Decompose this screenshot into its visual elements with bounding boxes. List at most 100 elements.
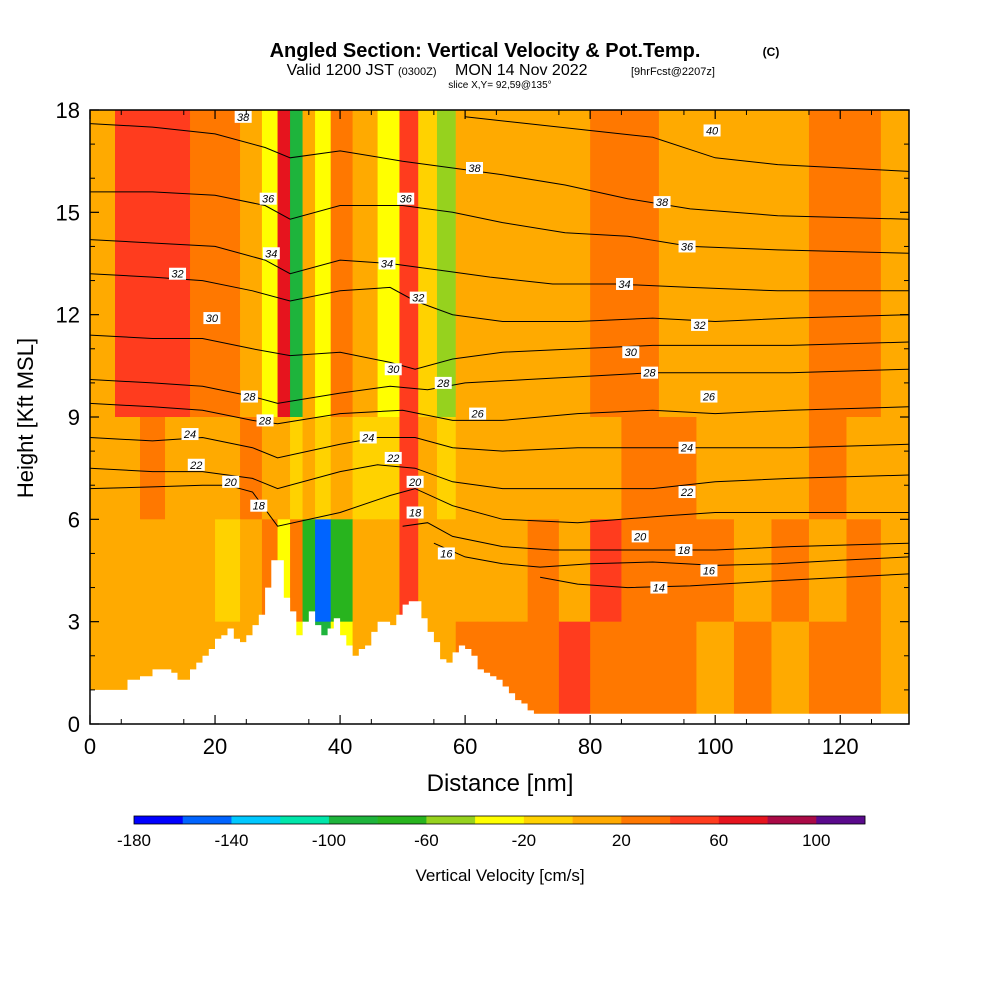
- contour-label: 28: [258, 415, 272, 427]
- contour-label: 18: [253, 501, 266, 513]
- velocity-cell: [558, 621, 591, 724]
- contour-label: 18: [409, 508, 422, 520]
- velocity-cell: [527, 417, 560, 520]
- contour-label: 32: [412, 293, 424, 305]
- vertical-velocity-field: [90, 110, 909, 724]
- velocity-cell: [658, 519, 698, 623]
- y-tick-label: 9: [68, 405, 80, 430]
- velocity-cell: [502, 417, 529, 520]
- x-axis: 0 20 40 60 80 100 120: [84, 110, 872, 759]
- contour-label: 24: [361, 432, 374, 444]
- contour-label: 30: [625, 347, 638, 359]
- contour-label-box: [384, 451, 402, 464]
- valid-time-utc: (0300Z): [398, 66, 437, 78]
- contour-label: 36: [262, 194, 275, 206]
- x-tick-label: 0: [84, 734, 96, 759]
- velocity-cell: [696, 110, 735, 418]
- velocity-cell: [527, 621, 560, 724]
- contour-label-box: [700, 390, 718, 403]
- theta-contour-22: [90, 464, 909, 490]
- contour-label-box: [703, 124, 721, 137]
- velocity-cell: [733, 621, 773, 724]
- colorbar: -180 -140 -100 -60 -20 20 60 100: [117, 815, 866, 850]
- velocity-cell: [240, 417, 263, 520]
- velocity-cell: [590, 110, 623, 418]
- velocity-cell: [165, 519, 191, 623]
- contour-label: 30: [206, 313, 219, 325]
- valid-time-prefix: Valid 1200 JST: [287, 62, 395, 79]
- velocity-cell: [771, 110, 810, 418]
- velocity-cell: [733, 519, 773, 623]
- colorbar-swatch: [328, 816, 378, 824]
- velocity-cell: [477, 417, 504, 520]
- colorbar-swatch: [426, 816, 476, 824]
- contour-label-box: [465, 161, 483, 174]
- contour-label: 34: [618, 279, 630, 291]
- velocity-cell: [418, 519, 438, 623]
- velocity-cell: [115, 417, 141, 520]
- colorbar-tick-label: 60: [709, 831, 728, 850]
- colorbar-swatch: [621, 816, 671, 824]
- contour-label-box: [378, 257, 396, 270]
- velocity-cell: [880, 110, 909, 418]
- velocity-cell: [261, 110, 279, 418]
- velocity-cell: [436, 110, 457, 418]
- velocity-cell: [846, 417, 882, 520]
- velocity-cell: [140, 110, 166, 418]
- y-tick-label: 6: [68, 507, 80, 532]
- velocity-cell: [140, 519, 166, 623]
- velocity-cell: [502, 519, 529, 623]
- contour-label-box: [203, 312, 221, 325]
- contour-label: 30: [387, 364, 400, 376]
- contour-label-box: [469, 407, 487, 420]
- velocity-cell: [846, 110, 882, 418]
- contour-label-box: [409, 291, 427, 304]
- velocity-cell: [477, 519, 504, 623]
- contour-label: 22: [386, 453, 399, 465]
- colorbar-swatch: [182, 816, 232, 824]
- velocity-cell: [621, 417, 660, 520]
- velocity-cell: [527, 110, 560, 418]
- velocity-cell: [140, 417, 166, 520]
- colorbar-swatch: [134, 816, 184, 824]
- velocity-cell: [90, 519, 116, 623]
- y-tick-label: 15: [56, 200, 80, 225]
- contour-label-box: [700, 564, 718, 577]
- theta-contour-26: [90, 402, 909, 425]
- velocity-cell: [290, 417, 304, 520]
- contour-label-box: [234, 110, 252, 123]
- theta-contour-18: [402, 522, 909, 551]
- y-axis-label: Height [Kft MSL]: [13, 338, 38, 498]
- y-tick-label: 12: [56, 303, 80, 328]
- velocity-cell: [377, 417, 401, 520]
- velocity-cell: [808, 417, 848, 520]
- velocity-cell: [290, 519, 304, 623]
- contour-label: 32: [171, 269, 183, 281]
- contour-label-box: [262, 247, 280, 260]
- contour-label-box: [406, 506, 424, 519]
- velocity-cell: [771, 519, 810, 623]
- theta-contour-40: [465, 116, 909, 172]
- velocity-cell: [215, 519, 241, 623]
- chart-title: Angled Section: Vertical Velocity & Pot.…: [270, 40, 701, 62]
- contour-label-box: [222, 475, 240, 488]
- velocity-cell: [771, 417, 810, 520]
- velocity-cell: [330, 110, 354, 418]
- contour-label-box: [678, 486, 696, 499]
- contour-label: 36: [400, 194, 413, 206]
- velocity-cell: [240, 110, 263, 418]
- contour-label-box: [616, 277, 634, 290]
- x-tick-label: 60: [453, 734, 477, 759]
- velocity-cell: [502, 110, 529, 418]
- colorbar-swatch: [816, 816, 866, 824]
- velocity-cell: [261, 417, 279, 520]
- contour-label: 20: [224, 477, 238, 489]
- terrain-fill: [90, 560, 909, 724]
- contour-label: 20: [408, 477, 422, 489]
- velocity-cell: [558, 110, 591, 418]
- velocity-cell: [240, 519, 263, 623]
- contour-label: 28: [642, 368, 656, 380]
- x-tick-label: 40: [328, 734, 352, 759]
- contour-label-box: [397, 192, 415, 205]
